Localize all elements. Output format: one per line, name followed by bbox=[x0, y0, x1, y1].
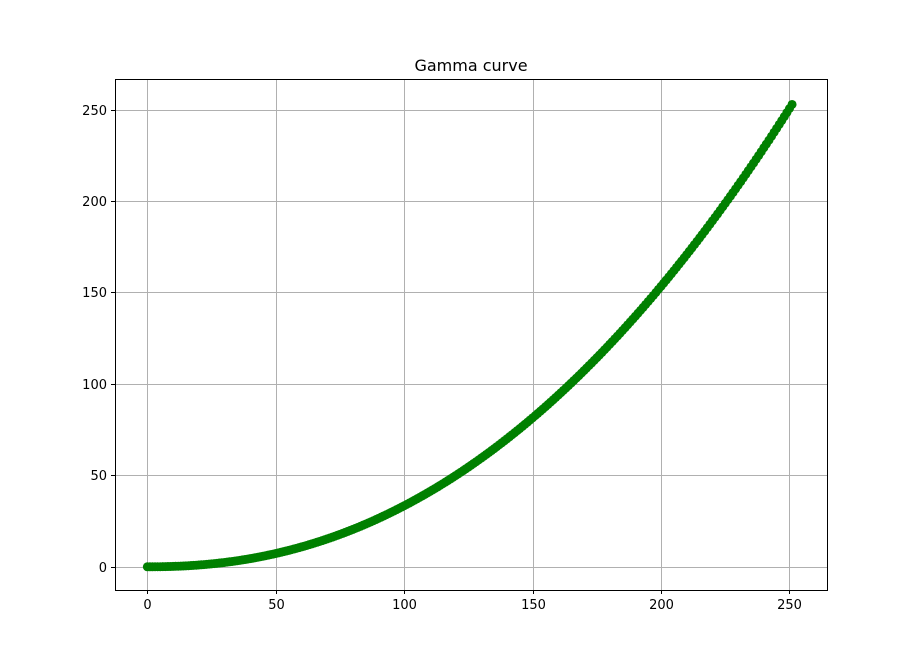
data-point bbox=[787, 99, 797, 109]
x-axis: 0 50 100 150 200 250 bbox=[143, 590, 802, 613]
x-tick-label: 200 bbox=[649, 598, 674, 613]
y-tick-label: 250 bbox=[82, 104, 107, 119]
plot-frame bbox=[115, 79, 828, 591]
chart-title: Gamma curve bbox=[414, 56, 527, 75]
y-tick-label: 50 bbox=[90, 469, 107, 484]
y-tick-label: 200 bbox=[82, 195, 107, 210]
series-gamma bbox=[142, 99, 797, 572]
y-tick-label: 150 bbox=[82, 286, 107, 301]
x-tick-label: 0 bbox=[143, 598, 151, 613]
y-tick-label: 0 bbox=[99, 561, 107, 576]
grid bbox=[115, 79, 827, 590]
y-tick-label: 100 bbox=[82, 378, 107, 393]
x-tick-label: 150 bbox=[521, 598, 546, 613]
x-tick-label: 100 bbox=[392, 598, 417, 613]
series-line bbox=[147, 103, 793, 568]
y-axis: 0 50 100 150 200 250 bbox=[82, 104, 115, 576]
x-tick-label: 50 bbox=[268, 598, 285, 613]
x-tick-label: 250 bbox=[777, 598, 802, 613]
